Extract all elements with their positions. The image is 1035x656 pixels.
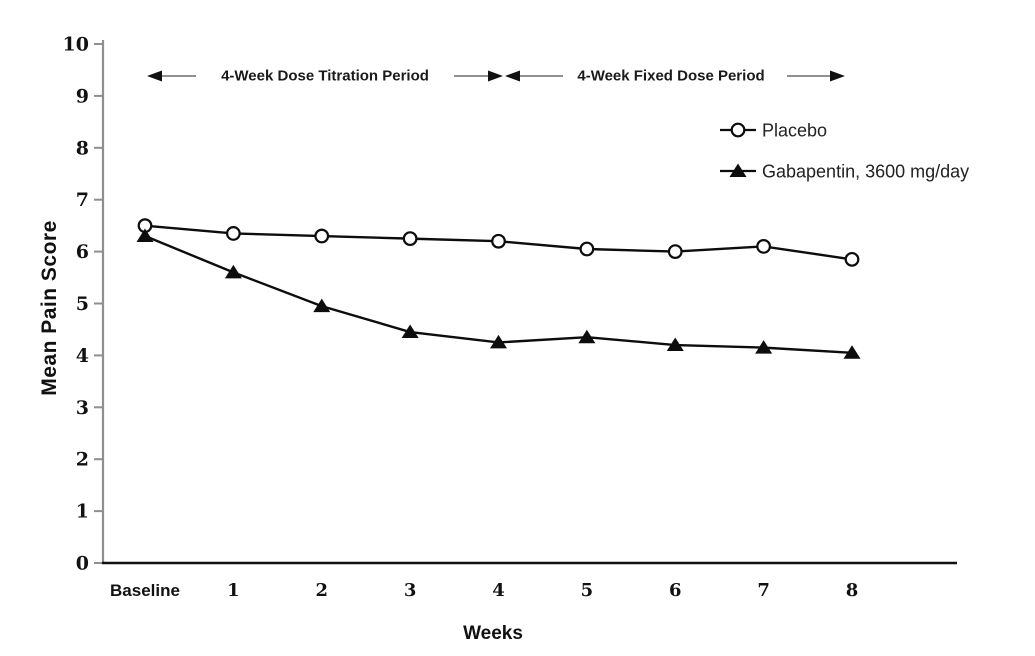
placebo-marker [225,226,241,241]
x-tick-label: 3 [404,580,417,601]
placebo-marker [314,228,330,244]
y-tick-label: 10 [63,34,89,56]
gabapentin-marker [401,324,419,339]
placebo-marker [491,233,506,249]
legend-placebo-label: Placebo [762,120,828,141]
gabapentin-marker [666,337,684,352]
x-tick-label: 2 [315,580,328,601]
y-axis-title: Mean Pain Score [38,220,61,396]
arrow-right-head [830,70,845,82]
x-tick-label: Baseline [110,581,180,600]
x-tick-label: 4 [492,580,505,601]
y-tick-label: 4 [76,345,89,367]
y-tick-label: 9 [76,85,89,107]
gabapentin-marker [490,334,507,349]
placebo-marker [579,241,595,257]
y-tick-label: 3 [76,397,89,419]
gabapentin-marker [136,228,154,243]
placebo-marker [730,122,746,138]
x-tick-label: 8 [846,580,859,601]
gabapentin-marker [755,340,773,354]
gabapentin-marker [313,298,331,313]
gabapentin-marker [578,329,596,344]
annotation-dose-titration-label: 4-Week Dose Titration Period [217,67,433,85]
y-tick-label: 5 [76,293,89,315]
y-tick-label: 7 [76,189,89,211]
arrow-right-head [488,70,503,82]
x-tick-label: 7 [757,580,770,601]
arrow-left-head [147,70,162,82]
arrow-left-head [505,70,520,82]
gabapentin-marker [224,264,242,279]
x-axis-title: Weeks [463,623,523,644]
placebo-marker [844,251,860,267]
y-tick-label: 8 [76,137,89,159]
x-tick-label: 6 [669,580,682,601]
gabapentin-marker [729,163,747,177]
annotation-fixed-dose-label: 4-Week Fixed Dose Period [573,67,769,85]
placebo-marker [667,244,683,260]
y-tick-label: 0 [76,553,89,575]
y-tick-label: 6 [76,241,89,263]
legend-gabapentin-label: Gabapentin, 3600 mg/day [762,161,970,182]
x-tick-label: 5 [581,580,594,601]
placebo-marker [402,231,418,247]
y-tick-label: 2 [76,449,89,471]
y-tick-label: 1 [76,501,89,523]
placebo-marker [756,239,772,254]
x-tick-label: 1 [227,580,240,601]
gabapentin-marker [843,345,861,359]
